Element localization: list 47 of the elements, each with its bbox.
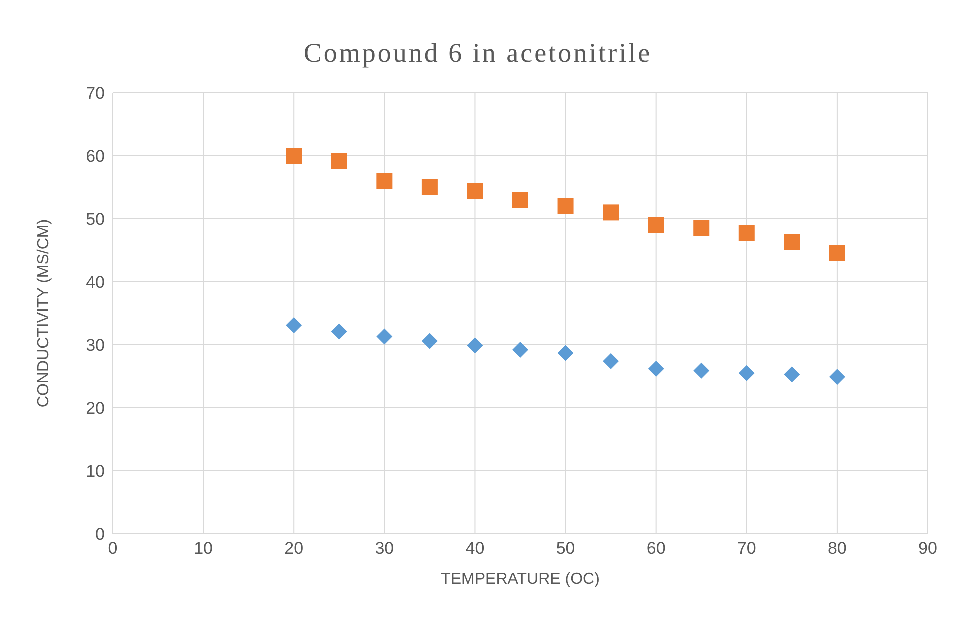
point <box>829 245 846 262</box>
y-tick-label: 10 <box>86 462 105 482</box>
point <box>603 353 620 370</box>
point <box>512 342 528 358</box>
point <box>331 324 348 340</box>
y-tick-label: 20 <box>86 399 105 418</box>
y-tick-label: 0 <box>96 525 105 544</box>
y-tick-label: 60 <box>86 147 105 166</box>
x-tick-label: 60 <box>646 539 666 558</box>
point <box>603 204 620 221</box>
y-tick-label: 50 <box>86 210 105 230</box>
point <box>829 369 846 386</box>
point <box>286 148 302 164</box>
point <box>422 333 438 350</box>
point <box>422 180 438 196</box>
point <box>467 183 484 200</box>
y-axis-title: CONDUCTIVITY (MS/CM) <box>36 219 53 408</box>
x-tick-label: 10 <box>194 539 214 558</box>
point <box>784 366 800 383</box>
x-tick-label: 90 <box>918 539 938 558</box>
x-tick-label: 70 <box>737 539 756 558</box>
x-tick-label: 40 <box>466 539 485 558</box>
x-tick-label: 50 <box>556 539 576 558</box>
y-tick-label: 30 <box>86 336 105 356</box>
x-tick-label: 20 <box>284 539 304 558</box>
point <box>558 198 574 214</box>
point <box>738 225 755 242</box>
point <box>784 234 800 250</box>
y-tick-label: 70 <box>86 84 105 104</box>
point <box>694 220 710 236</box>
point <box>331 153 348 170</box>
x-tick-label: 30 <box>375 539 394 558</box>
point <box>376 328 393 345</box>
x-axis-title: TEMPERATURE (OC) <box>441 571 600 588</box>
chart-title: Compound 6 in acetonitrile <box>302 38 654 69</box>
point <box>376 173 393 190</box>
point <box>738 365 755 382</box>
x-tick-label: 80 <box>828 539 847 558</box>
point <box>648 360 664 377</box>
point <box>286 317 302 334</box>
point <box>648 217 664 234</box>
y-tick-label: 40 <box>86 273 105 292</box>
point <box>512 192 528 208</box>
x-tick-label: 0 <box>108 539 118 558</box>
point <box>558 345 574 362</box>
point <box>467 338 484 354</box>
point <box>694 362 710 379</box>
